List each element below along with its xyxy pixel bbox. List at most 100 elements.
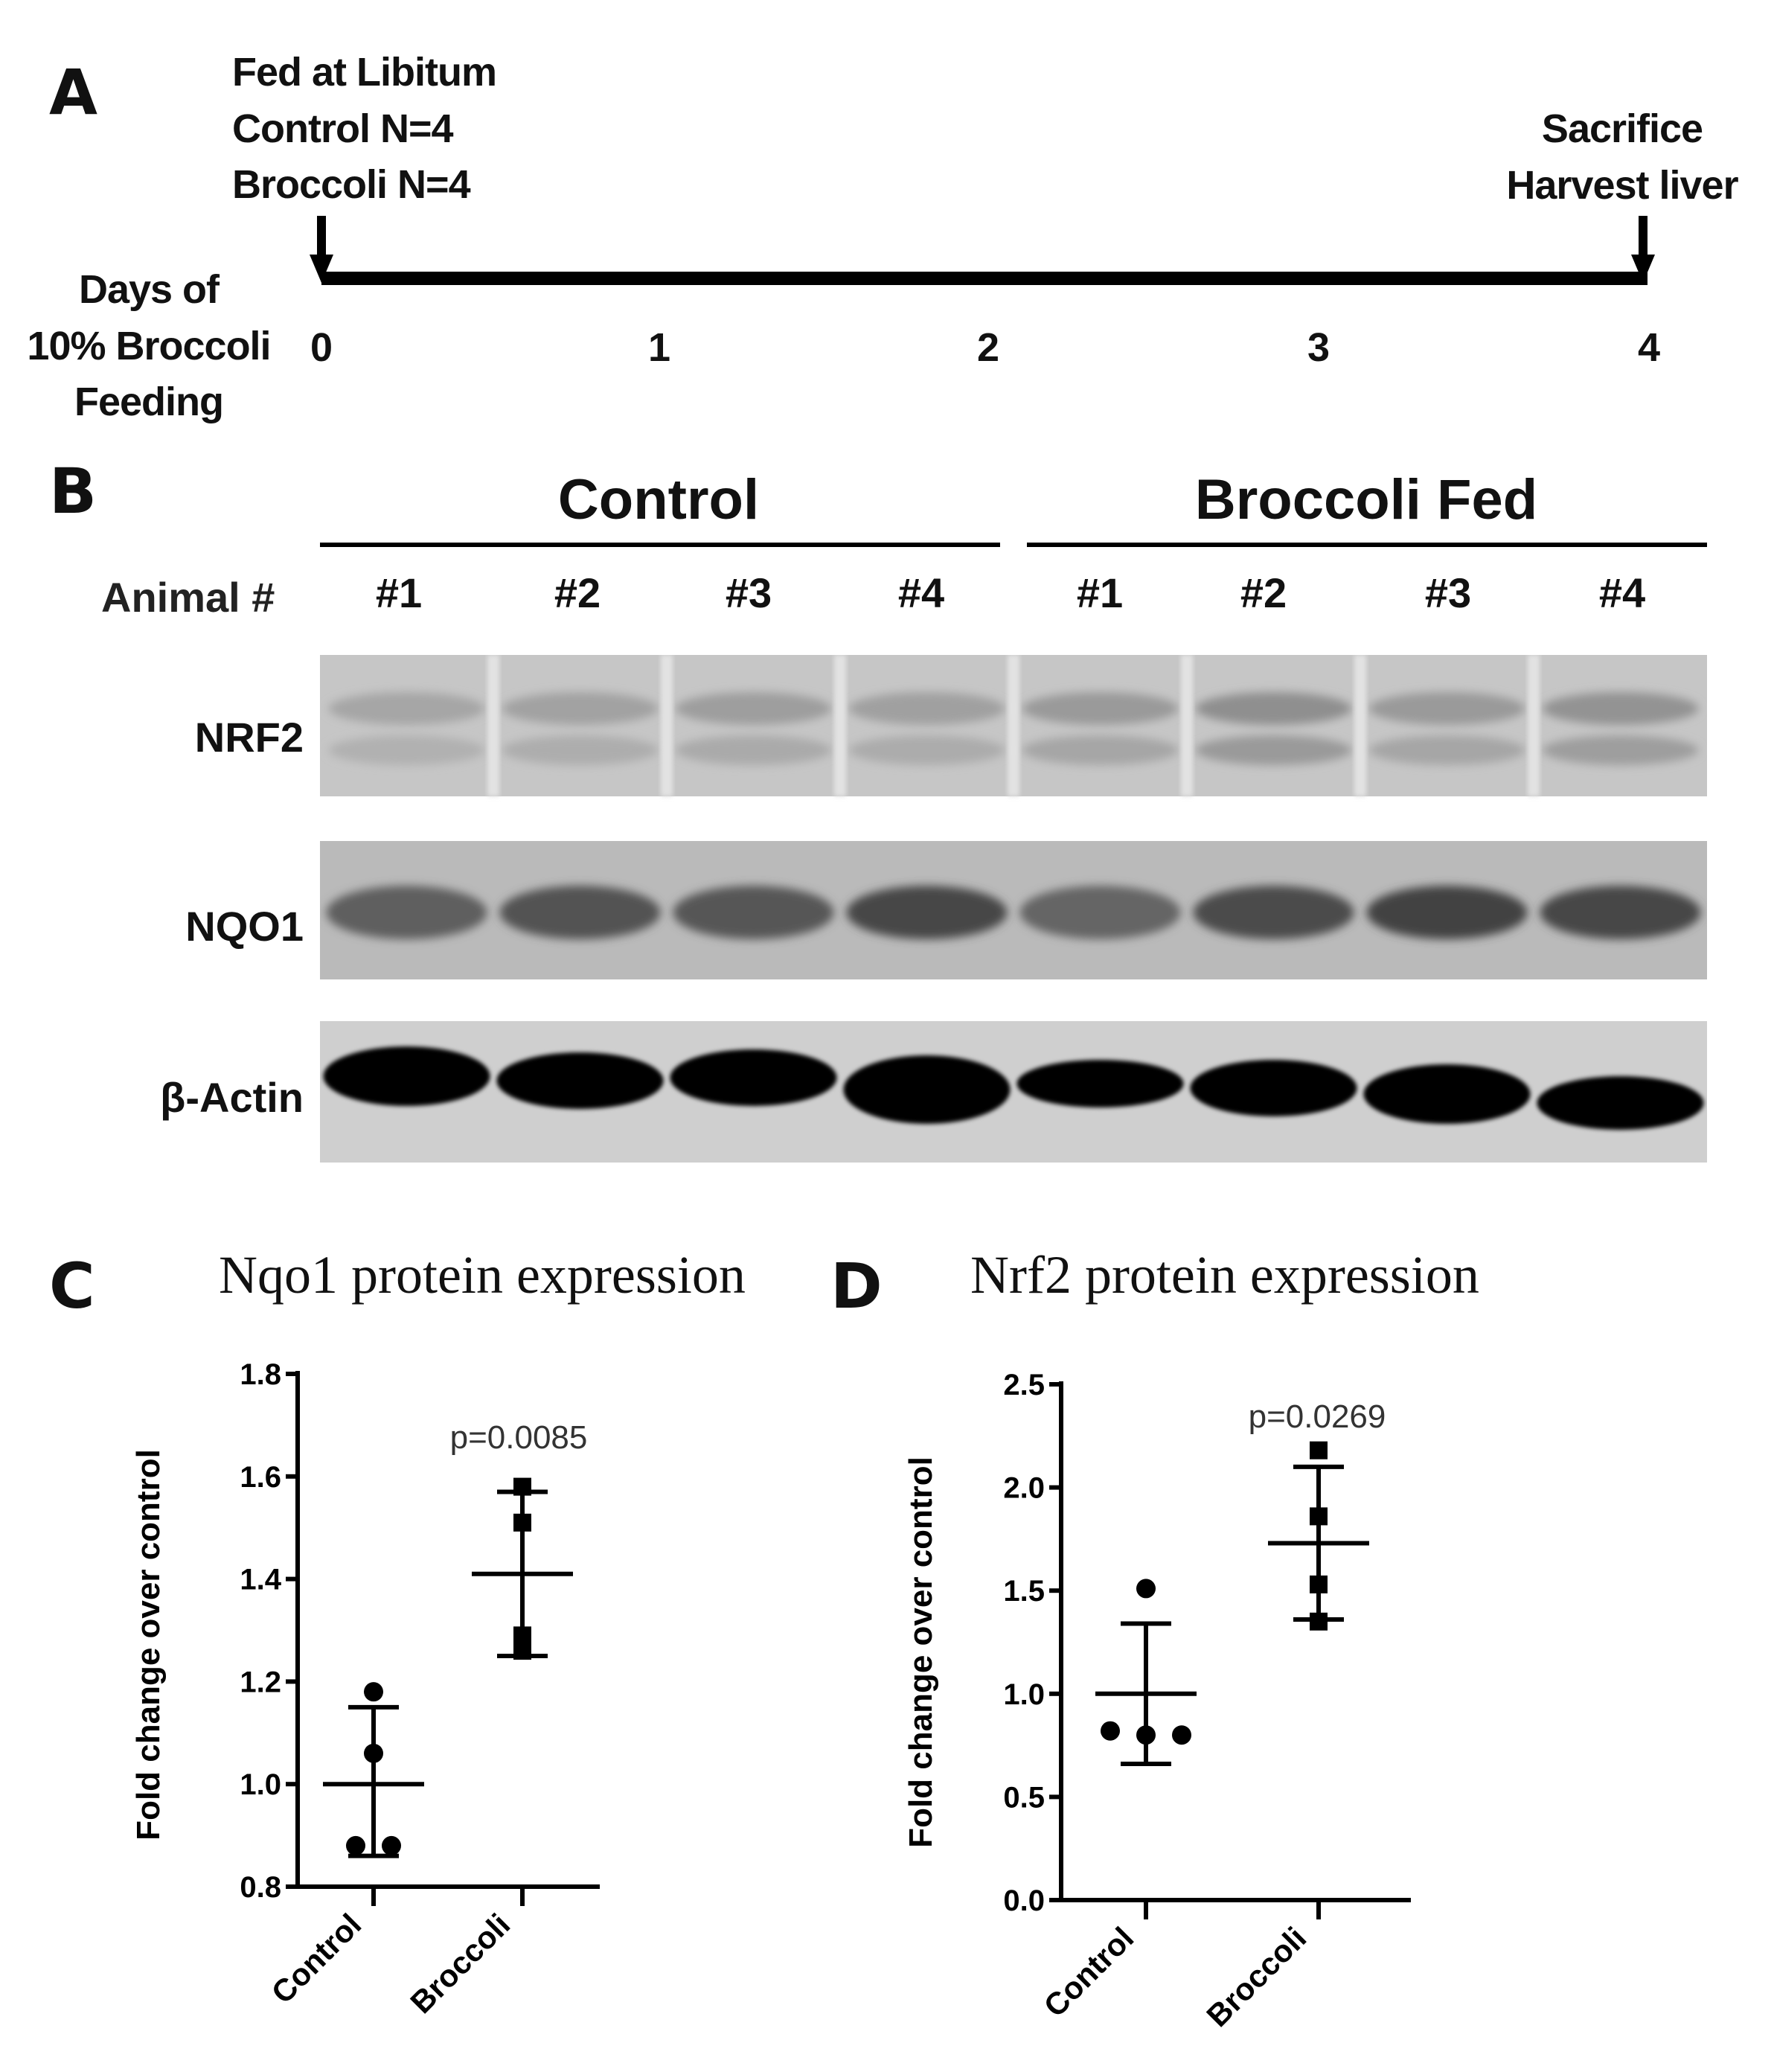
end-arrow-head xyxy=(1631,255,1655,283)
start-line-3: Broccoli N=4 xyxy=(232,162,471,208)
y-tick-label: 1.8 xyxy=(240,1358,281,1391)
nqo1-bands xyxy=(326,886,1701,939)
data-point xyxy=(513,1626,531,1645)
nqo1-band xyxy=(326,886,487,939)
start-line-2: Control N=4 xyxy=(232,106,454,151)
lane-separator xyxy=(1528,655,1540,796)
beta-actin-band xyxy=(1537,1076,1704,1130)
timeline-diagram xyxy=(310,216,1655,285)
nrf2-band-lower xyxy=(675,735,832,765)
start-line-1: Fed at Libitum xyxy=(232,50,497,95)
lane-separator xyxy=(1008,655,1019,796)
start-arrow-head xyxy=(310,255,333,283)
day-0-label: 0 xyxy=(310,325,333,370)
chart-c: Fold change over control 0.8 1.0 1.2 1.4 1.6… xyxy=(130,1358,600,2020)
nrf2-band-lower xyxy=(1368,735,1525,765)
y-tick-label: 1.6 xyxy=(240,1461,281,1494)
axis-label-line-2: 10% Broccoli xyxy=(27,323,271,368)
blot-strip-nqo1 xyxy=(320,841,1707,979)
x-tick-label: Control xyxy=(265,1907,368,2010)
x-tick-label: Control xyxy=(1037,1920,1141,2024)
p-value-annotation: p=0.0269 xyxy=(1249,1398,1386,1435)
beta-actin-band xyxy=(496,1052,664,1109)
western-blot xyxy=(320,655,1707,1163)
blot-strip-nrf2 xyxy=(320,655,1707,796)
nrf2-band-upper xyxy=(1195,692,1352,725)
data-point xyxy=(513,1477,531,1496)
data-point xyxy=(1136,1579,1156,1599)
data-point xyxy=(346,1835,365,1855)
chart-c-y-axis-label: Fold change over control xyxy=(130,1449,167,1841)
nqo1-band xyxy=(846,886,1008,939)
timeline-axis-label: Days of 10% Broccoli Feeding xyxy=(7,262,290,431)
y-tick-label: 0.8 xyxy=(240,1871,281,1904)
lane-separator xyxy=(1181,655,1193,796)
beta-actin-bands xyxy=(323,1046,1704,1130)
nqo1-band xyxy=(499,886,661,939)
data-point xyxy=(513,1642,531,1660)
panel-letter-b: B xyxy=(49,455,97,528)
axis-label-line-3: Feeding xyxy=(74,380,224,425)
group-label-control: Control xyxy=(557,468,760,531)
lane-separator xyxy=(834,655,846,796)
nrf2-band-lower xyxy=(328,735,485,765)
y-tick-label: 1.4 xyxy=(240,1564,281,1596)
lane-label: #1 xyxy=(375,569,423,616)
lane-label: #3 xyxy=(1424,569,1472,616)
nqo1-band xyxy=(1366,886,1528,939)
data-point xyxy=(364,1682,383,1702)
lane-separator xyxy=(487,655,499,796)
beta-actin-band xyxy=(670,1049,837,1106)
lane-label: #4 xyxy=(897,569,945,616)
data-point xyxy=(1101,1721,1120,1741)
protein-label-nrf2: NRF2 xyxy=(194,714,304,761)
axis-label-line-1: Days of xyxy=(78,267,220,312)
nrf2-band-upper xyxy=(675,692,832,725)
day-1-label: 1 xyxy=(647,325,671,370)
nrf2-band-lower xyxy=(1542,735,1699,765)
nrf2-bands xyxy=(328,692,1699,765)
y-tick-label: 2.0 xyxy=(1003,1472,1045,1505)
p-value-annotation: p=0.0085 xyxy=(450,1419,588,1456)
nqo1-band xyxy=(1193,886,1354,939)
end-line-2: Harvest liver xyxy=(1506,162,1738,208)
x-tick-label: Broccoli xyxy=(1200,1920,1313,2033)
day-2-label: 2 xyxy=(976,325,1000,370)
y-tick-label: 1.0 xyxy=(240,1768,281,1801)
nqo1-band xyxy=(1019,886,1181,939)
x-tick-label: Broccoli xyxy=(403,1907,516,2020)
lane-label: #2 xyxy=(554,569,601,616)
nrf2-band-upper xyxy=(1022,692,1179,725)
lane-label: #4 xyxy=(1598,569,1646,616)
data-point xyxy=(1310,1575,1328,1593)
lane-label: #1 xyxy=(1076,569,1124,616)
day-4-label: 4 xyxy=(1637,325,1661,370)
nrf2-band-upper xyxy=(328,692,485,725)
nrf2-band-upper xyxy=(502,692,659,725)
beta-actin-band xyxy=(843,1055,1011,1124)
lane-label: #3 xyxy=(725,569,772,616)
y-tick-label: 1.2 xyxy=(240,1666,281,1698)
nrf2-band-lower xyxy=(1195,735,1352,765)
nrf2-band-upper xyxy=(1542,692,1699,725)
nqo1-band xyxy=(1540,886,1701,939)
lane-separator xyxy=(1354,655,1366,796)
chart-d-y-axis-label: Fold change over control xyxy=(903,1457,939,1848)
blot-strip-beta-actin xyxy=(320,1021,1707,1163)
panel-letter-c: C xyxy=(49,1250,95,1323)
panel-letter-a: A xyxy=(49,56,98,129)
beta-actin-band xyxy=(1190,1060,1357,1116)
timeline-start-annotation: Fed at Libitum Control N=4 Broccoli N=4 xyxy=(232,45,497,214)
nrf2-band-upper xyxy=(848,692,1005,725)
data-point xyxy=(382,1835,401,1855)
timeline-end-annotation: Sacrifice Harvest liver xyxy=(1488,101,1756,214)
group-line-broccoli xyxy=(1027,543,1707,547)
data-point xyxy=(1310,1507,1328,1526)
data-point xyxy=(1172,1725,1191,1745)
chart-c-title: Nqo1 protein expression xyxy=(219,1245,746,1305)
protein-label-beta-actin: β-Actin xyxy=(160,1074,304,1121)
y-tick-label: 0.0 xyxy=(1003,1884,1045,1917)
data-point xyxy=(1310,1441,1328,1459)
nrf2-band-lower xyxy=(848,735,1005,765)
data-point xyxy=(1310,1612,1328,1631)
